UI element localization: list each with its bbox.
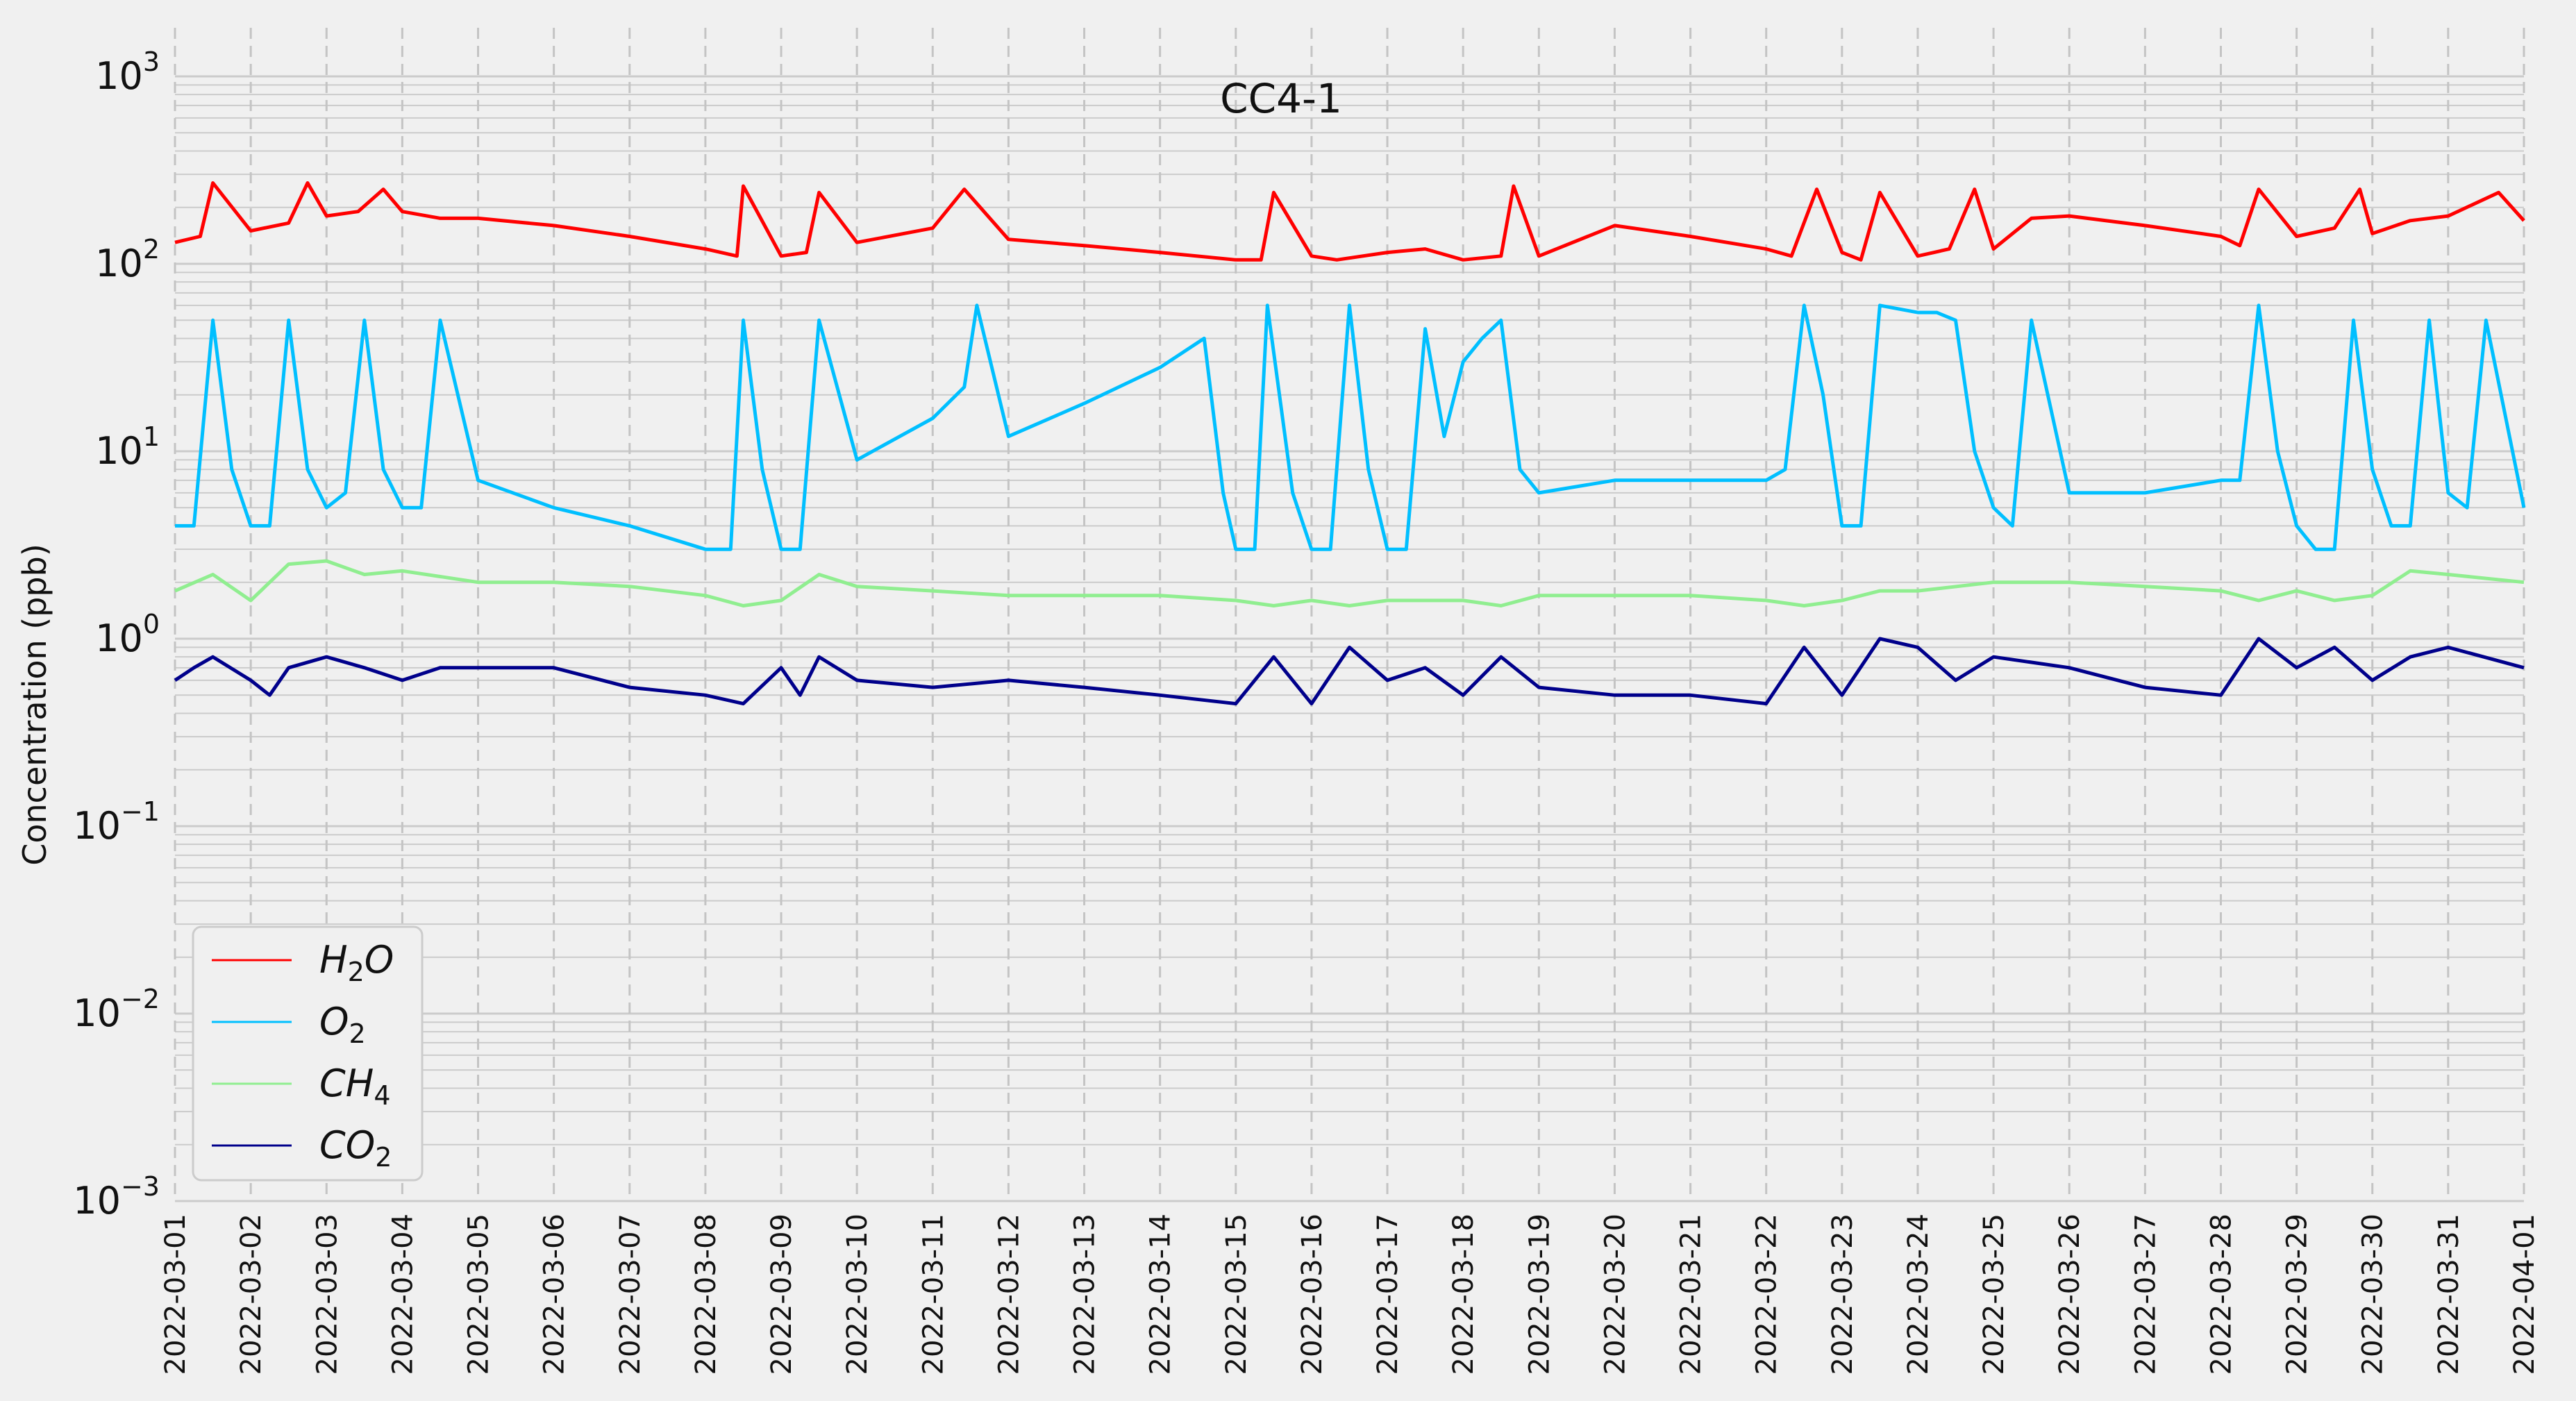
- x-tick-label: 2022-03-20: [1600, 1214, 1632, 1375]
- x-tick-label: 2022-03-09: [766, 1214, 798, 1375]
- x-tick-label: 2022-03-04: [387, 1214, 419, 1375]
- legend-entry: H2O: [319, 938, 394, 987]
- chart-title: CC4-1: [1220, 75, 1342, 122]
- x-tick-label: 2022-04-01: [2509, 1214, 2541, 1375]
- x-tick-label: 2022-03-27: [2130, 1214, 2161, 1375]
- grid: [174, 28, 2525, 1202]
- x-tick-label: 2022-03-03: [311, 1214, 343, 1375]
- x-tick-label: 2022-03-10: [842, 1214, 873, 1375]
- x-tick-label: 2022-03-31: [2433, 1214, 2465, 1375]
- x-tick-label: 2022-03-05: [463, 1214, 495, 1375]
- x-tick-label: 2022-03-22: [1751, 1214, 1783, 1375]
- x-tick-label: 2022-03-12: [993, 1214, 1025, 1375]
- y-axis-label: Concentration (ppb): [16, 544, 53, 866]
- x-tick-label: 2022-03-21: [1675, 1214, 1707, 1375]
- y-tick-label: 100: [95, 609, 160, 660]
- series-line-co2: [174, 637, 2525, 706]
- y-tick-label: 101: [95, 421, 160, 473]
- y-tick-label: 103: [95, 47, 160, 98]
- series-line-ch4: [174, 559, 2525, 607]
- x-tick-label: 2022-03-26: [2054, 1214, 2086, 1375]
- y-tick-label: 10−2: [73, 984, 160, 1035]
- x-tick-label: 2022-03-17: [1372, 1214, 1404, 1375]
- x-tick-label: 2022-03-06: [539, 1214, 571, 1375]
- x-tick-label: 2022-03-01: [160, 1214, 192, 1375]
- x-tick-label: 2022-03-24: [1902, 1214, 1934, 1375]
- legend-box: [192, 925, 424, 1182]
- y-tick-label: 10−3: [73, 1171, 160, 1223]
- x-tick-label: 2022-03-14: [1145, 1214, 1177, 1375]
- x-tick-label: 2022-03-25: [1978, 1214, 2010, 1375]
- x-tick-labels: 2022-03-01 2022-03-02 2022-03-03 2022-03-04…: [160, 1214, 2541, 1375]
- x-tick-label: 2022-03-16: [1296, 1214, 1328, 1375]
- series-line-h2o: [174, 181, 2525, 262]
- x-tick-label: 2022-03-29: [2282, 1214, 2314, 1375]
- series-lines: [174, 181, 2526, 706]
- x-tick-label: 2022-03-13: [1069, 1214, 1101, 1375]
- y-tick-label: 102: [95, 234, 160, 285]
- y-tick-label: 10−1: [73, 796, 160, 848]
- legend-entry: O2: [319, 1000, 366, 1049]
- x-tick-label: 2022-03-28: [2206, 1214, 2238, 1375]
- x-tick-label: 2022-03-15: [1221, 1214, 1253, 1375]
- x-tick-label: 2022-03-08: [690, 1214, 722, 1375]
- x-tick-label: 2022-03-19: [1523, 1214, 1555, 1375]
- series-line-o2: [175, 303, 2526, 551]
- legend: H2O O2 CH4 CO2: [192, 925, 424, 1182]
- x-tick-label: 2022-03-23: [1827, 1214, 1859, 1375]
- x-tick-label: 2022-03-11: [917, 1214, 949, 1375]
- legend-entry: CH4: [319, 1062, 391, 1111]
- x-tick-label: 2022-03-30: [2357, 1214, 2389, 1375]
- x-tick-label: 2022-03-02: [235, 1214, 267, 1375]
- x-tick-label: 2022-03-07: [614, 1214, 646, 1375]
- y-tick-labels: 10−3 10−2 10−1 100 101 102 103: [73, 47, 160, 1223]
- x-tick-label: 2022-03-18: [1448, 1214, 1480, 1375]
- legend-entry: CO2: [319, 1123, 392, 1173]
